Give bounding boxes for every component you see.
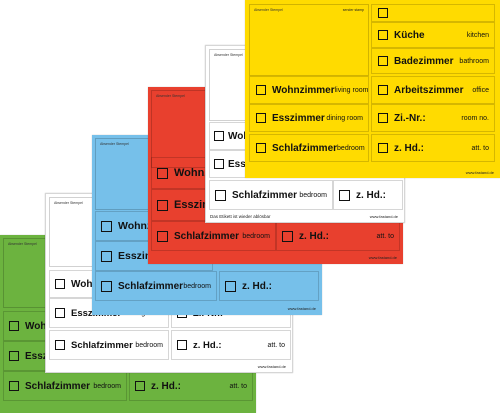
room-row-living: Wohnzimmer living room: [249, 76, 369, 104]
checkbox[interactable]: [215, 189, 226, 201]
attn-row: z. Hd.: att. to: [129, 371, 253, 401]
room-row-bedroom: Schlafzimmer bedroom: [249, 134, 369, 162]
checkbox[interactable]: [256, 113, 266, 123]
checkbox[interactable]: [157, 230, 168, 242]
room-label-de: Arbeitszimmer: [394, 84, 464, 96]
checkbox[interactable]: [9, 321, 19, 331]
sender-stamp-title-en: sender stamp: [342, 8, 364, 12]
checkbox[interactable]: [101, 280, 112, 292]
checkbox[interactable]: [9, 351, 19, 361]
room-label-en: dining room: [326, 114, 363, 122]
room-row-bedroom: Schlafzimmer bedroom: [151, 221, 276, 251]
checkbox[interactable]: [101, 250, 112, 262]
checkbox[interactable]: [135, 381, 145, 391]
room-row-office: Arbeitszimmer office: [371, 76, 495, 104]
room-label-de: Wohnzimmer: [272, 84, 335, 96]
attn-row: z. Hd.:: [333, 180, 403, 210]
room-label-en: bathroom: [459, 57, 489, 65]
room-row-kitchen: Küche kitchen: [371, 22, 495, 48]
room-label-de: z. Hd.:: [242, 280, 272, 292]
room-row-bedroom: Schlafzimmer bedroom: [209, 180, 333, 210]
sender-stamp-title: Absender Stempel: [54, 201, 83, 205]
blank-row: [371, 4, 495, 22]
checkbox[interactable]: [339, 189, 350, 201]
room-label-en: bedroom: [242, 232, 270, 240]
checkbox[interactable]: [378, 8, 388, 18]
checkbox[interactable]: [256, 85, 266, 95]
room-label-de: Schlafzimmer: [118, 280, 184, 292]
room-label-en: living room: [334, 86, 369, 94]
website-url: www.fastand.de: [369, 214, 398, 219]
room-label-de: z. Hd.:: [151, 380, 181, 392]
room-label-en: bedroom: [337, 144, 365, 152]
room-label-de: Schlafzimmer: [71, 339, 133, 351]
checkbox[interactable]: [55, 279, 65, 289]
room-row-bedroom: Schlafzimmer bedroom: [95, 271, 217, 301]
room-label-en: office: [472, 86, 489, 94]
website-url: www.fastand.de: [287, 306, 316, 311]
checkbox[interactable]: [282, 230, 293, 242]
website-url: www.fastand.de: [368, 255, 397, 260]
checkbox[interactable]: [214, 159, 224, 169]
checkbox[interactable]: [378, 30, 388, 40]
website-url: www.fastand.de: [257, 364, 286, 369]
sender-stamp-title: Absender Stempel: [156, 94, 185, 98]
room-label-de: z. Hd.:: [394, 142, 424, 154]
checkbox[interactable]: [177, 340, 187, 350]
sender-stamp-title: Absender Stempel: [214, 53, 243, 57]
sender-stamp-title: Absender Stempel: [8, 242, 37, 246]
room-row-bedroom: Schlafzimmer bedroom: [49, 330, 169, 360]
website-url: www.fastand.de: [465, 170, 494, 175]
room-label-en: room no.: [461, 114, 489, 122]
checkbox[interactable]: [378, 143, 388, 153]
room-label-de: Schlafzimmer: [25, 380, 91, 392]
checkbox[interactable]: [55, 308, 65, 318]
room-label-de: Badezimmer: [394, 55, 454, 67]
checkbox[interactable]: [214, 131, 224, 141]
room-label-en: att. to: [229, 382, 247, 390]
room-label-en: att. to: [376, 232, 394, 240]
sender-stamp-title: Absender Stempel: [100, 142, 129, 146]
room-label-de: Schlafzimmer: [272, 142, 338, 154]
room-label-de: Esszimmer: [272, 112, 325, 124]
room-label-de: z. Hd.:: [193, 339, 222, 351]
sender-stamp-box: Absender Stempel sender stamp: [249, 4, 369, 76]
label-yellow: Absender Stempel sender stamp Wohnzimmer…: [245, 0, 500, 178]
checkbox[interactable]: [378, 113, 388, 123]
attn-row: z. Hd.:: [219, 271, 319, 301]
room-label-de: Schlafzimmer: [174, 230, 240, 242]
room-label-de: Schlafzimmer: [232, 189, 298, 201]
room-label-en: att. to: [471, 144, 489, 152]
checkbox[interactable]: [378, 85, 388, 95]
checkbox[interactable]: [157, 167, 168, 179]
room-label-en: att. to: [267, 341, 285, 349]
room-row-roomno: Zi.-Nr.: room no.: [371, 104, 495, 132]
room-label-de: Küche: [394, 29, 425, 41]
checkbox[interactable]: [378, 56, 388, 66]
checkbox[interactable]: [256, 143, 266, 153]
room-row-bathroom: Badezimmer bathroom: [371, 48, 495, 74]
room-label-de: z. Hd.:: [299, 230, 329, 242]
room-label-en: bedroom: [135, 341, 163, 349]
checkbox[interactable]: [157, 199, 168, 211]
removable-note: Das Etikett ist wieder ablösbar: [210, 214, 271, 219]
room-label-en: bedroom: [93, 382, 121, 390]
room-label-en: kitchen: [466, 31, 489, 39]
room-row-dining: Esszimmer dining room: [249, 104, 369, 132]
room-row-living: Wohnzimmer: [151, 157, 243, 189]
room-label-de: Zi.-Nr.:: [394, 112, 426, 124]
checkbox[interactable]: [55, 340, 65, 350]
room-label-en: bedroom: [183, 282, 211, 290]
checkbox[interactable]: [9, 381, 19, 391]
sender-stamp-title: Absender Stempel: [254, 8, 283, 12]
room-row-bedroom: Schlafzimmer bedroom: [3, 371, 127, 401]
attn-row: z. Hd.: att. to: [371, 134, 495, 162]
attn-row: z. Hd.: att. to: [171, 330, 291, 360]
checkbox[interactable]: [225, 280, 236, 292]
attn-row: z. Hd.: att. to: [276, 221, 400, 251]
checkbox[interactable]: [101, 220, 112, 232]
room-label-de: z. Hd.:: [356, 189, 386, 201]
room-row-dining: Esszimmer: [151, 189, 232, 221]
room-label-en: bedroom: [299, 191, 327, 199]
